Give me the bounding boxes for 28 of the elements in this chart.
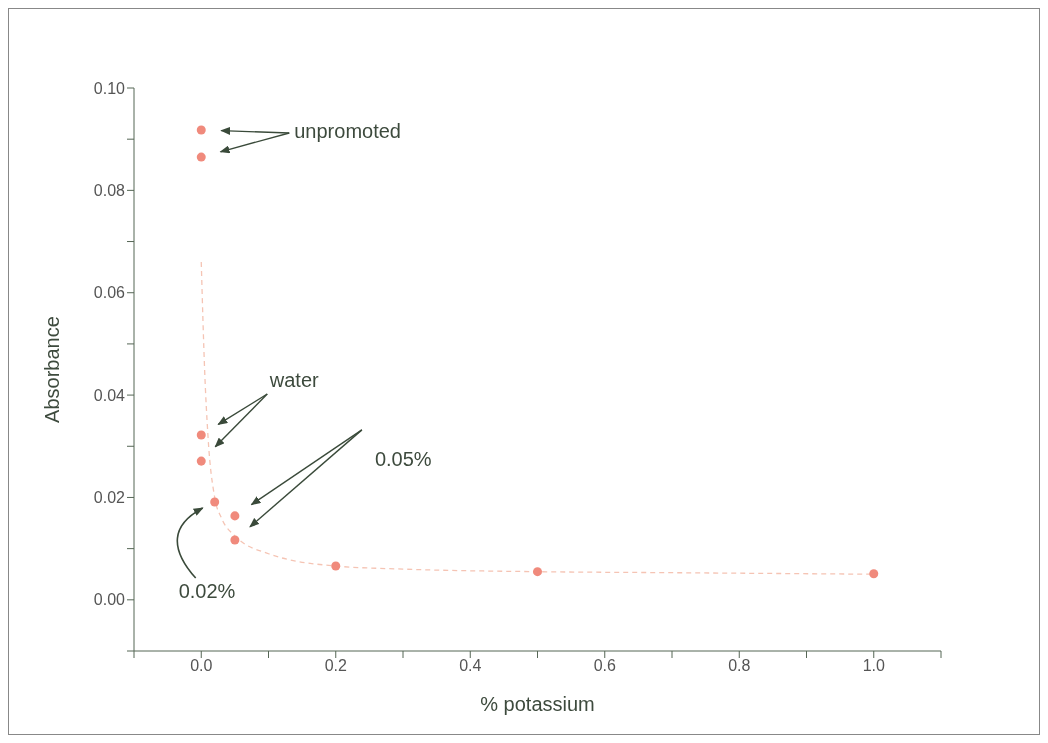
- x-tick-label: 0.8: [728, 657, 751, 675]
- x-tick-label: 0.4: [459, 657, 482, 675]
- annotation: water: [268, 369, 320, 392]
- y-tick-label: 0.04: [93, 386, 126, 404]
- y-tick-label: 0.06: [93, 284, 126, 302]
- y-tick-label: 0.10: [93, 79, 126, 97]
- y-tick-label: 0.02: [93, 489, 126, 507]
- y-tick-label: 0.00: [93, 591, 126, 609]
- point: [532, 567, 543, 577]
- point: [210, 497, 220, 507]
- point: [196, 152, 206, 162]
- point: [230, 535, 240, 545]
- x-tick-label: 0.6: [593, 657, 616, 675]
- annotation: unpromoted: [294, 119, 401, 142]
- point: [869, 569, 879, 579]
- y-tick-label: 0.08: [93, 182, 126, 200]
- point: [196, 456, 206, 466]
- x-tick-label: 1.0: [862, 657, 885, 675]
- annotation: 0.05%: [374, 447, 432, 470]
- point: [196, 430, 206, 440]
- x-axis-title: % potassium: [480, 693, 595, 715]
- point: [331, 561, 341, 571]
- y-axis-title: Absorbance: [41, 316, 64, 423]
- point: [230, 511, 240, 521]
- x-tick-label: 0.0: [190, 657, 213, 675]
- x-tick-label: 0.2: [324, 657, 347, 675]
- point: [196, 125, 206, 135]
- annotation: 0.02%: [178, 580, 236, 603]
